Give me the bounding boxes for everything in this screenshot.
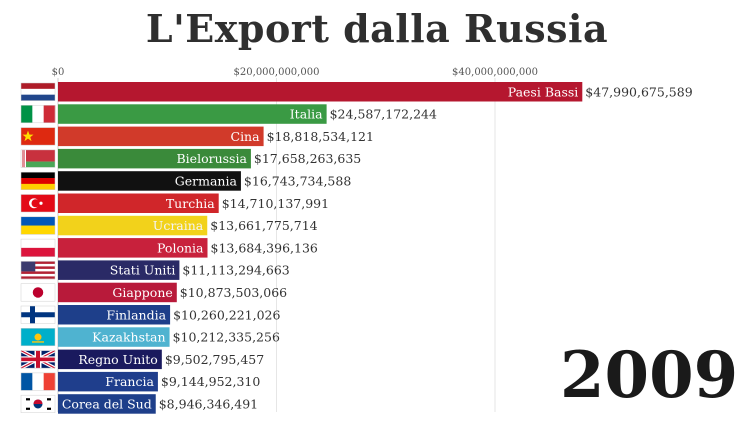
bar-value-label: $9,502,795,457: [165, 352, 264, 367]
bar: [58, 282, 177, 303]
usa-flag-icon: [20, 261, 56, 280]
bar-category-label: Corea del Sud: [62, 396, 152, 411]
bar-category-label: Turchia: [166, 196, 215, 211]
bar-value-label: $16,743,734,588: [244, 173, 351, 188]
bar: [58, 238, 208, 258]
belarus-flag-icon: [20, 149, 56, 168]
bar: [58, 371, 158, 392]
bar: [58, 327, 170, 347]
kazakhstan-flag-icon: [20, 328, 56, 347]
bar-value-label: $10,260,221,026: [173, 307, 280, 322]
bar: [58, 193, 219, 213]
uk-flag-icon: [20, 349, 56, 370]
bar-category-label: Germania: [175, 173, 238, 188]
ukraine-flag-icon: [20, 216, 56, 235]
turkey-flag-icon: [20, 194, 56, 213]
bar-value-label: $17,658,263,635: [254, 151, 361, 166]
bar-value-label: $13,684,396,136: [211, 240, 318, 255]
bar: [58, 171, 241, 191]
bar: [58, 148, 251, 169]
bar: [58, 349, 162, 370]
bar-value-label: $24,587,172,244: [330, 107, 437, 122]
bar: [58, 126, 264, 147]
bar-value-label: $13,661,775,714: [210, 218, 317, 233]
bar-category-label: Paesi Bassi: [508, 84, 579, 99]
bar-category-label: Polonia: [157, 240, 204, 255]
bar: [58, 82, 583, 102]
japan-flag-icon: [20, 283, 56, 302]
bar: [58, 215, 208, 236]
bar-value-label: $10,212,335,256: [173, 330, 280, 345]
x-tick-label: $40,000,000,000: [452, 67, 538, 78]
year-label: 2009: [560, 338, 739, 413]
south-korea-flag-icon: [20, 394, 56, 413]
bar-category-label: Giappone: [112, 285, 172, 300]
bar-value-label: $47,990,675,589: [585, 84, 692, 99]
bar-value-label: $9,144,952,310: [161, 374, 260, 389]
bar-category-label: Italia: [290, 107, 323, 122]
bar-category-label: Cina: [231, 129, 261, 144]
bar: [58, 260, 180, 280]
bar-value-label: $14,710,137,991: [222, 196, 329, 211]
x-tick-label: $0: [52, 67, 65, 78]
bar-category-label: Kazakhstan: [92, 330, 165, 345]
bar-category-label: Ucraina: [153, 218, 204, 233]
bar-category-label: Finlandia: [106, 307, 166, 322]
poland-flag-icon: [20, 238, 56, 257]
france-flag-icon: [20, 372, 56, 391]
bar: [58, 305, 171, 325]
chart-title: L'Export dalla Russia: [145, 6, 609, 51]
italy-flag-icon: [20, 105, 56, 124]
bar-category-label: Regno Unito: [78, 352, 158, 367]
germany-flag-icon: [20, 171, 56, 190]
bar-value-label: $18,818,534,121: [267, 129, 374, 144]
netherlands-flag-icon: [20, 82, 56, 101]
bar: [58, 104, 327, 124]
bar-value-label: $11,113,294,663: [182, 263, 289, 278]
x-tick-label: $20,000,000,000: [234, 67, 320, 78]
finland-flag-icon: [20, 305, 56, 324]
bar-value-label: $8,946,346,491: [159, 396, 258, 411]
bar-category-label: Bielorussia: [176, 151, 247, 166]
bar-value-label: $10,873,503,066: [180, 285, 287, 300]
bar-category-label: Francia: [105, 374, 154, 389]
bar-category-label: Stati Uniti: [110, 263, 176, 278]
china-flag-icon: [20, 127, 56, 146]
bar: [58, 394, 156, 414]
